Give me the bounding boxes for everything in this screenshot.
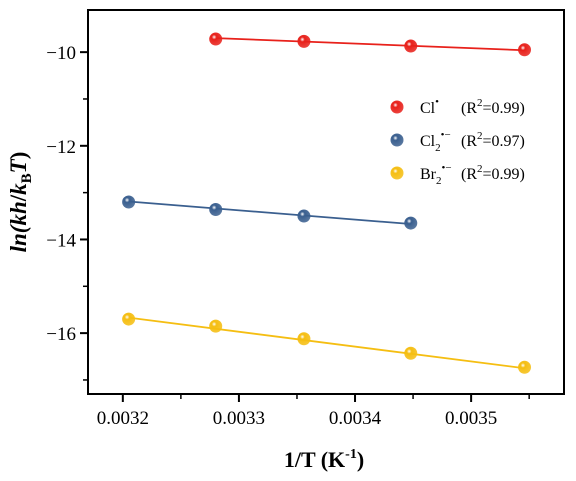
- data-point: [404, 39, 418, 53]
- legend-r2: (R2=0.99): [461, 163, 525, 183]
- data-points: [122, 32, 532, 374]
- y-tick-label: −14: [46, 230, 76, 251]
- legend-r2: (R2=0.97): [461, 130, 525, 150]
- data-point: [209, 32, 223, 46]
- legend-label: Br2•−: [420, 162, 452, 187]
- data-point: [209, 319, 223, 333]
- x-tick-label: 0.0032: [97, 408, 149, 429]
- plot-frame: [87, 9, 565, 395]
- fit-line: [128, 200, 411, 225]
- x-tick-label: 0.0035: [445, 408, 497, 429]
- y-tick-label: −12: [46, 137, 76, 158]
- legend-marker: [390, 133, 404, 147]
- data-point: [297, 209, 311, 223]
- data-point: [297, 34, 311, 48]
- y-tick-label: −10: [46, 43, 76, 64]
- tick-labels: 0.0032 0.0033 0.0034 0.0035 −10 −12 −14 −16: [46, 43, 497, 429]
- fit-line: [128, 316, 525, 370]
- fit-lines: [128, 37, 525, 370]
- y-tick-label: −16: [46, 324, 76, 345]
- x-tick-label: 0.0033: [213, 408, 265, 429]
- fit-line: [215, 37, 525, 52]
- legend-marker: [390, 100, 404, 114]
- data-point: [404, 216, 418, 230]
- legend-marker: [390, 166, 404, 180]
- legend: Cl• (R2=0.99) Cl2•− (R2=0.97) Br2•− (R2=0.99): [390, 96, 525, 187]
- data-point: [122, 312, 136, 326]
- legend-label: Cl2•−: [420, 129, 451, 154]
- x-axis-title: 1/T (K-1): [284, 447, 364, 472]
- y-axis-title: ln(kh/kBT): [6, 152, 35, 253]
- data-point: [518, 360, 532, 374]
- legend-label: Cl•: [420, 96, 439, 117]
- data-point: [209, 202, 223, 216]
- x-tick-label: 0.0034: [329, 408, 382, 429]
- axis-ticks: [80, 51, 530, 402]
- data-point: [404, 346, 418, 360]
- data-point: [518, 43, 532, 57]
- data-point: [297, 332, 311, 346]
- legend-r2: (R2=0.99): [461, 97, 525, 117]
- data-point: [122, 195, 136, 209]
